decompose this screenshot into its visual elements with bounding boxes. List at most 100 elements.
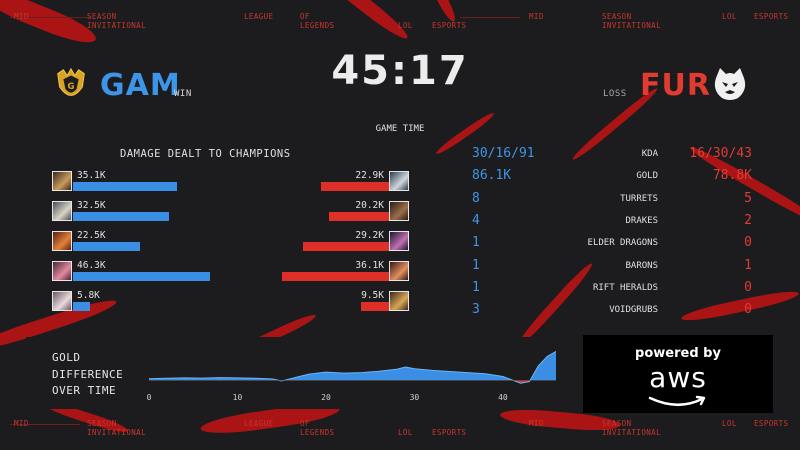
- svg-text:G: G: [67, 82, 74, 92]
- stat-label: GOLD: [636, 171, 658, 182]
- damage-bar: [360, 302, 389, 311]
- aws-logo: aws: [649, 361, 707, 394]
- damage-bar: [73, 242, 140, 251]
- stat-left-value: 1: [472, 279, 480, 295]
- team-right-result: LOSS: [603, 89, 627, 99]
- damage-bar: [73, 272, 210, 281]
- gold-diff-title-line: GOLD: [52, 351, 81, 364]
- team-left-name: GAM: [100, 68, 181, 103]
- damage-value: 22.5K: [77, 230, 106, 241]
- ticker-invitational: INVITATIONAL: [602, 428, 661, 437]
- team-left-result: WIN: [174, 89, 192, 99]
- ticker-season: SEASON: [602, 419, 632, 428]
- ticker-invitational: INVITATIONAL: [87, 21, 146, 30]
- gold-diff-title-line: DIFFERENCE: [52, 367, 124, 381]
- gold-diff-tick-label: 10: [232, 393, 243, 402]
- fur-panther-icon: [714, 68, 746, 100]
- stat-label: TURRETS: [620, 193, 658, 204]
- damage-bar: [329, 212, 389, 221]
- stat-left-value: 86.1K: [472, 168, 512, 184]
- damage-value: 20.2K: [355, 200, 384, 211]
- aws-smile-icon: [648, 395, 706, 407]
- ticker-league: LEAGUE: [244, 419, 274, 428]
- stat-left-value: 8: [472, 190, 480, 206]
- champion-portrait: [52, 231, 72, 251]
- stat-label: VOIDGRUBS: [609, 305, 658, 316]
- ticker-invitational: INVITATIONAL: [602, 21, 661, 30]
- team-right-name: FUR: [640, 68, 711, 103]
- ticker-invitational: INVITATIONAL: [87, 428, 146, 437]
- stat-right-value: 0: [744, 235, 752, 251]
- ticker-legends: LEGENDS: [300, 428, 335, 437]
- ticker-lol: LOL: [722, 12, 737, 21]
- gam-gold-crest-icon: G: [57, 67, 85, 96]
- damage-value: 9.5K: [361, 290, 384, 301]
- ticker-esports: ESPORTS: [432, 21, 467, 30]
- champion-portrait: [52, 171, 72, 191]
- ticker-mid: MID: [14, 419, 29, 428]
- stat-left-value: 3: [472, 302, 480, 318]
- stat-right-value: 2: [744, 212, 752, 228]
- damage-value: 46.3K: [77, 260, 106, 271]
- champion-portrait: [389, 201, 409, 221]
- damage-value: 32.5K: [77, 200, 106, 211]
- stat-label: BARONS: [625, 260, 658, 271]
- damage-value: 5.8K: [77, 290, 100, 301]
- champion-portrait: [52, 201, 72, 221]
- gold-diff-tick-label: 40: [498, 393, 508, 402]
- game-clock: 45:17: [331, 48, 469, 94]
- champion-portrait: [52, 261, 72, 281]
- champion-portrait: [52, 291, 72, 311]
- damage-bar: [73, 212, 170, 221]
- stat-right-value: 0: [744, 279, 752, 295]
- damage-value: 35.1K: [77, 170, 106, 181]
- damage-bar: [73, 302, 91, 311]
- stat-right-value: 16/30/43: [689, 146, 752, 161]
- damage-value: 22.9K: [355, 170, 384, 181]
- game-time-label: GAME TIME: [375, 124, 425, 134]
- sponsor-powered-by: powered by: [635, 346, 721, 361]
- ticker-season: SEASON: [87, 12, 117, 21]
- ticker-esports: ESPORTS: [432, 428, 467, 437]
- gold-diff-title-line: OVER TIME: [52, 384, 117, 397]
- gold-diff-title: GOLD DIFFERENCE OVER TIME: [52, 350, 123, 400]
- damage-value: 29.2K: [355, 230, 384, 241]
- ticker-esports: ESPORTS: [754, 419, 789, 428]
- champion-portrait: [389, 261, 409, 281]
- stat-label: RIFT HERALDS: [592, 282, 658, 293]
- damage-value: 36.1K: [355, 260, 384, 271]
- ticker-lol: LOL: [398, 428, 413, 437]
- ticker-lol: LOL: [398, 21, 413, 30]
- stat-left-value: 1: [472, 235, 480, 251]
- ticker-lol: LOL: [722, 419, 737, 428]
- ticker-mid: MID: [14, 12, 29, 21]
- champion-portrait: [389, 231, 409, 251]
- ticker-season: SEASON: [602, 12, 632, 21]
- stat-label: KDA: [641, 149, 658, 159]
- damage-bar: [302, 242, 389, 251]
- damage-bar: [73, 182, 177, 191]
- ticker-of: OF: [300, 12, 310, 21]
- stat-right-value: 0: [744, 302, 752, 318]
- ticker-legends: LEGENDS: [300, 21, 335, 30]
- ticker-mid: MID: [529, 12, 544, 21]
- champion-portrait: [389, 291, 409, 311]
- gold-diff-tick-label: 30: [409, 393, 420, 402]
- stat-label: ELDER DRAGONS: [587, 238, 658, 249]
- champion-portrait: [389, 171, 409, 191]
- bottom-ticker: MID SEASON INVITATIONAL LEAGUE OF LEGEND…: [0, 419, 800, 445]
- stat-left-value: 4: [472, 212, 480, 228]
- gold-diff-tick-label: 20: [321, 393, 331, 402]
- ticker-esports: ESPORTS: [754, 12, 789, 21]
- top-ticker: MID SEASON INVITATIONAL LEAGUE OF LEGEND…: [0, 12, 800, 38]
- sponsor-box: powered by aws: [583, 335, 773, 413]
- ticker-mid: MID: [529, 419, 544, 428]
- damage-bar: [282, 272, 389, 281]
- stat-label: DRAKES: [625, 215, 658, 226]
- stat-right-value: 5: [744, 190, 752, 206]
- ticker-of: OF: [300, 419, 310, 428]
- gold-diff-tick-label: 0: [146, 393, 152, 402]
- gold-diff-panel: [26, 337, 574, 409]
